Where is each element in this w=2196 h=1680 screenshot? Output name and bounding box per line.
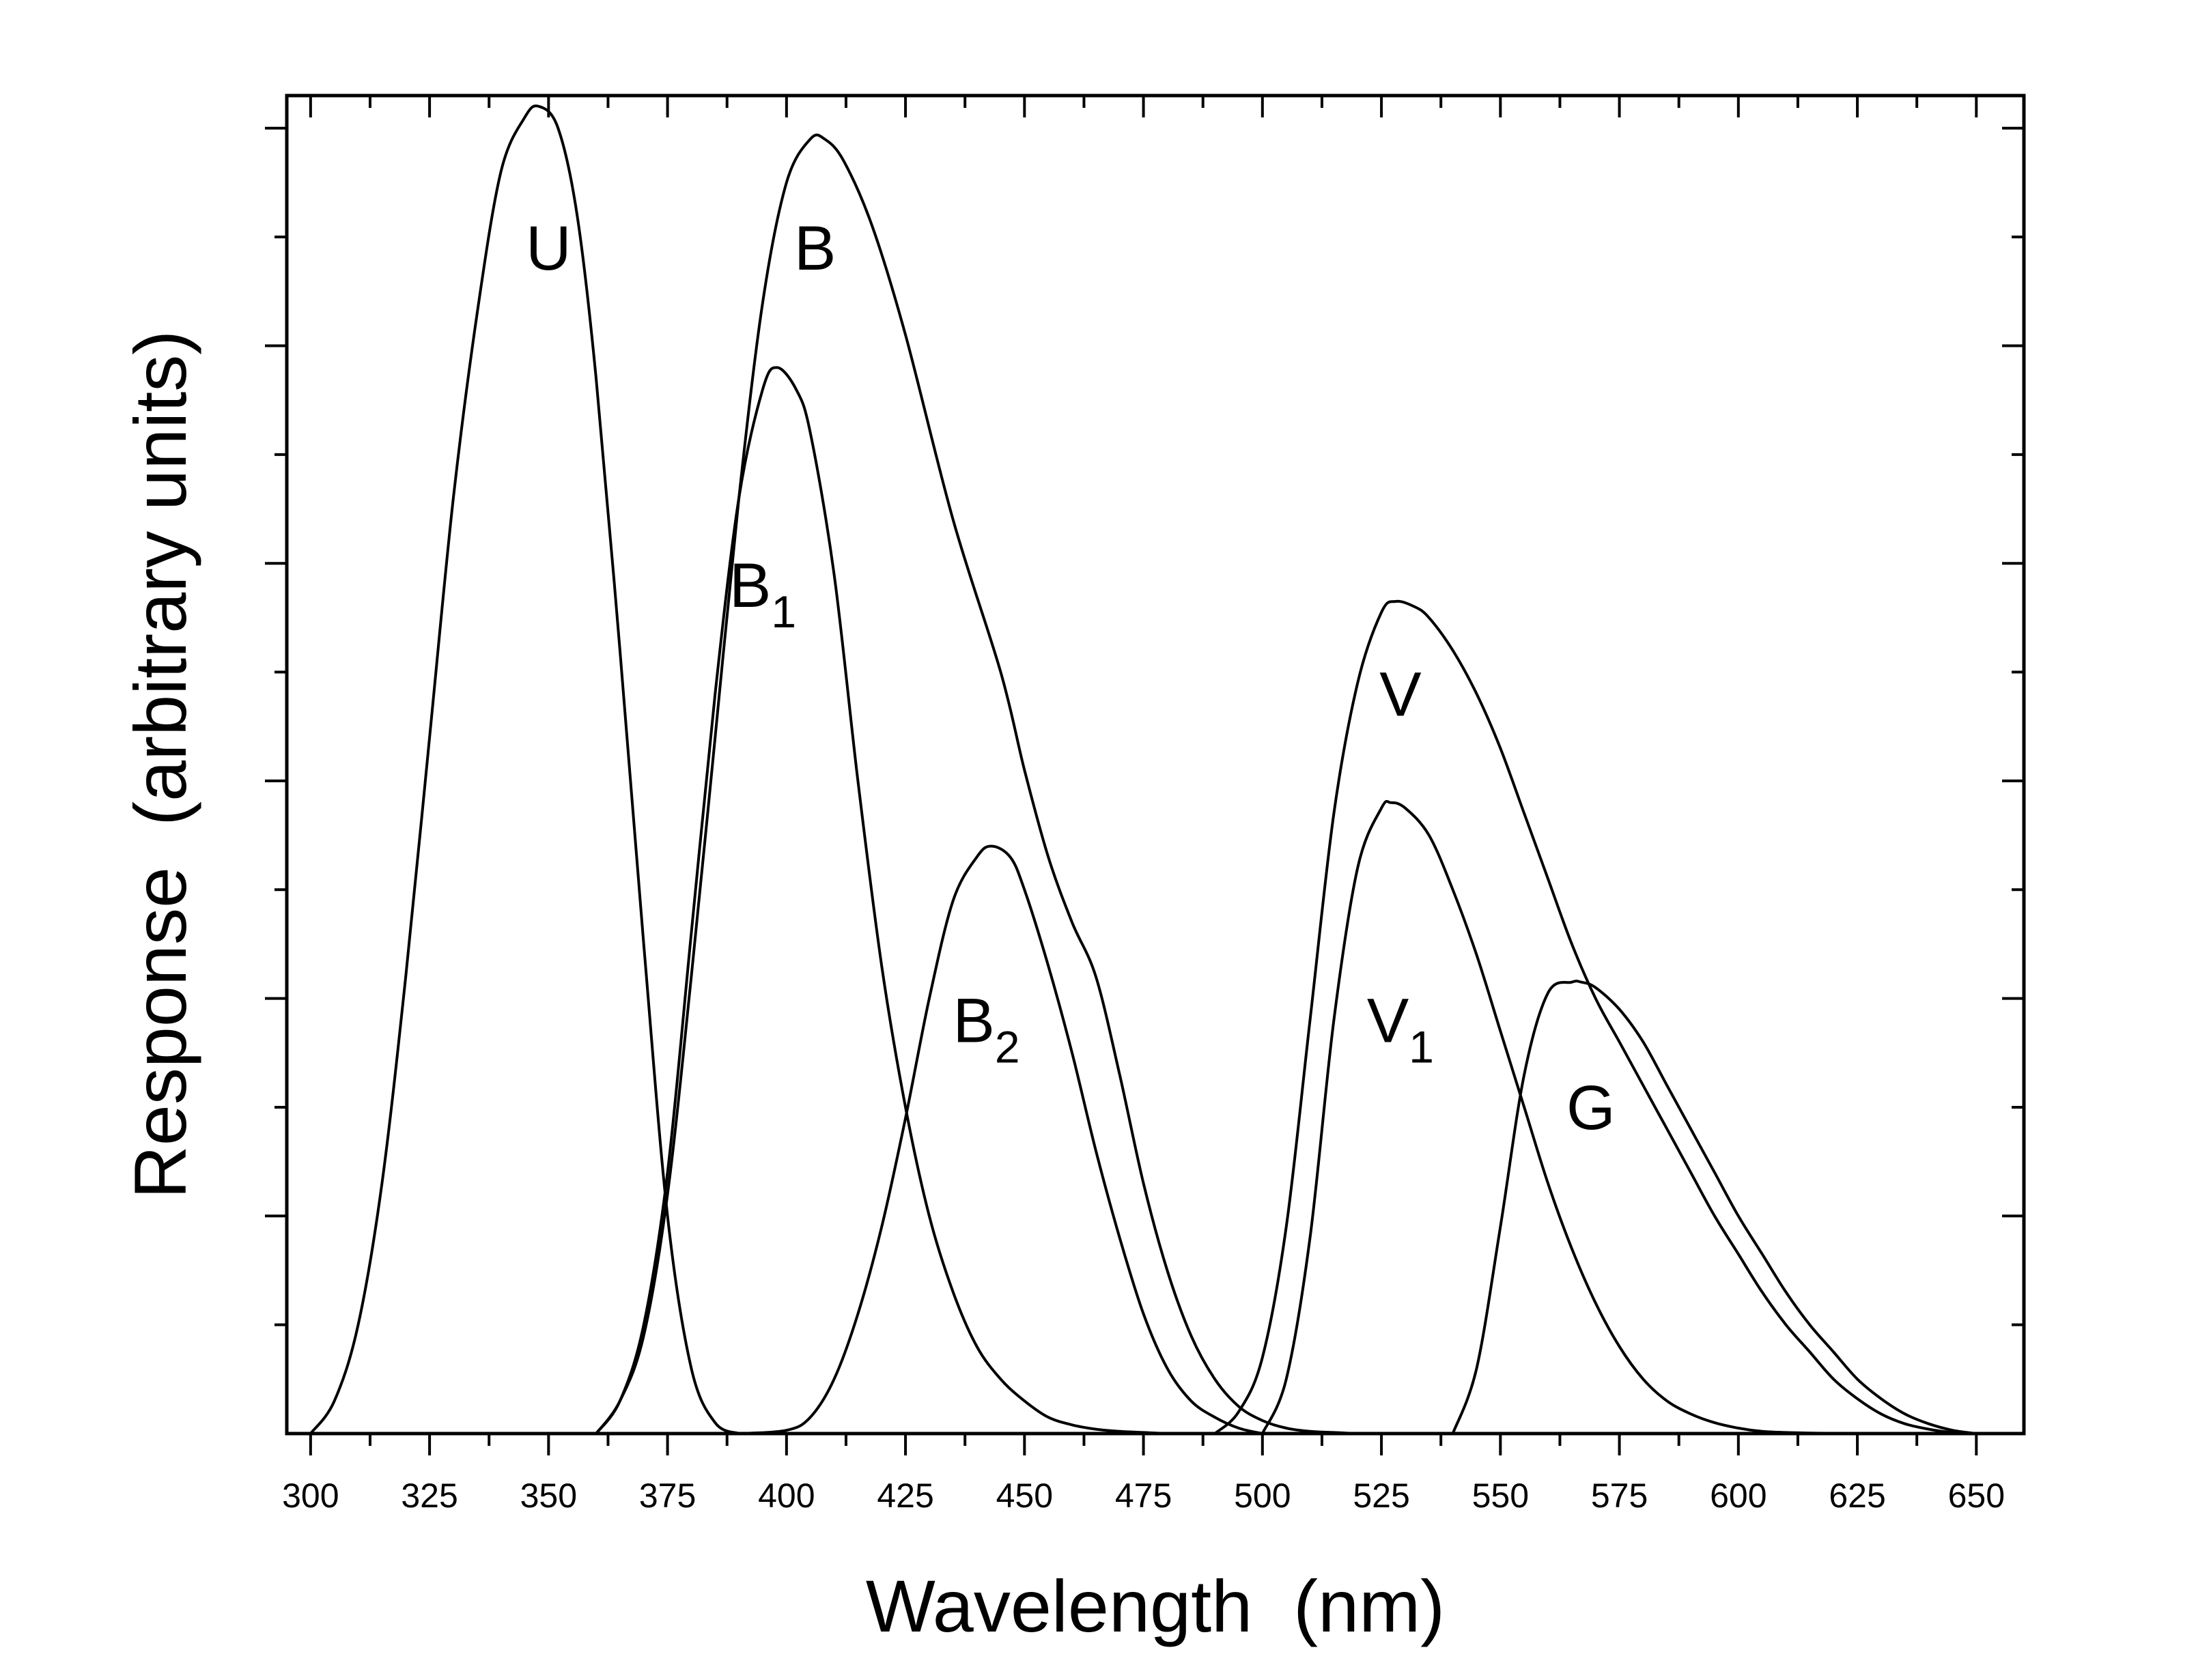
curve-label-b: B (794, 214, 836, 283)
curve-label-g: G (1566, 1073, 1616, 1143)
x-tick-label: 600 (1710, 1477, 1766, 1515)
curve-label-v: V (1379, 659, 1421, 729)
x-tick-label: 525 (1353, 1477, 1409, 1515)
curve-label-v1: V1 (1367, 986, 1434, 1072)
x-tick-label: 325 (401, 1477, 458, 1515)
curve-label-subscript: 1 (771, 586, 796, 637)
x-tick-label: 400 (758, 1477, 815, 1515)
curves-layer (309, 104, 1977, 1436)
plot-area-frame (285, 94, 2026, 1436)
x-tick-label: 475 (1115, 1477, 1172, 1515)
x-tick-labels: 300 325 350 375 400 425 450 475 500 525 550 575 600 6… (282, 1477, 2005, 1515)
x-tick-label: 450 (996, 1477, 1053, 1515)
x-tick-label: 350 (520, 1477, 577, 1515)
curve-label-subscript: 1 (1409, 1021, 1434, 1072)
curve-label-subscript: 2 (995, 1021, 1020, 1072)
x-tick-label: 425 (877, 1477, 933, 1515)
curve-g (1451, 980, 1977, 1435)
curve-b (595, 133, 1382, 1436)
x-tick-label: 550 (1472, 1477, 1529, 1515)
curve-label-u: U (526, 214, 571, 283)
x-tick-label: 650 (1948, 1477, 2005, 1515)
curve-b2 (738, 844, 1263, 1435)
x-tick-label: 575 (1591, 1477, 1648, 1515)
x-tick-label: 300 (282, 1477, 339, 1515)
curve-v1 (1261, 799, 1858, 1435)
x-axis-title: Wavelength (nm) (866, 1565, 1445, 1647)
curve-u (309, 104, 740, 1435)
x-tick-label: 375 (639, 1477, 696, 1515)
curve-v (1213, 599, 1977, 1435)
curve-label-b1: B1 (729, 551, 796, 637)
curve-label-b2: B2 (953, 986, 1020, 1072)
axis-ticks (265, 96, 2024, 1455)
y-axis-title: Response (arbitrary units) (119, 330, 201, 1199)
x-tick-label: 625 (1829, 1477, 1885, 1515)
x-tick-label: 500 (1234, 1477, 1291, 1515)
curve-b1 (595, 366, 1168, 1435)
